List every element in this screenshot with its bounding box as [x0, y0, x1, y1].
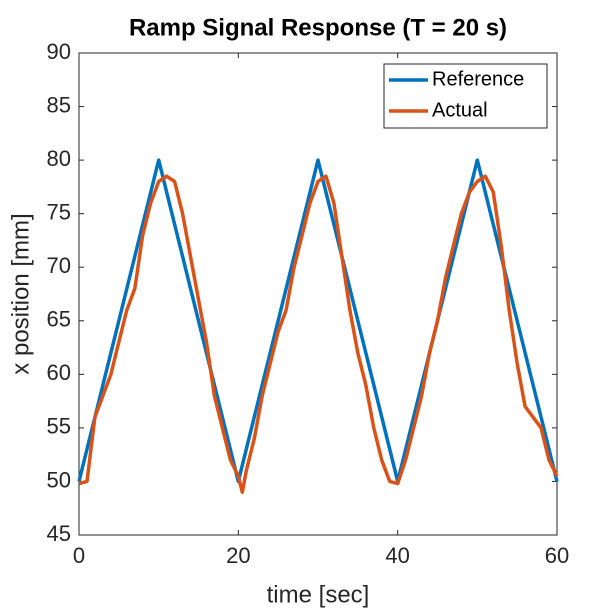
y-tick-label: 50 [47, 467, 71, 492]
x-axis-label: time [sec] [267, 581, 370, 608]
y-tick-label: 75 [47, 199, 71, 224]
legend-label: Actual [432, 99, 488, 121]
data-line [77, 158, 559, 484]
y-tick-label: 80 [47, 146, 71, 171]
y-tick-label: 55 [47, 414, 71, 439]
y-tick-label: 90 [47, 39, 71, 64]
y-tick-label: 45 [47, 521, 71, 546]
y-tick-label: 60 [47, 360, 71, 385]
y-tick-label: 70 [47, 253, 71, 278]
data-line [78, 174, 559, 494]
y-axis-label: x position [mm] [7, 213, 34, 374]
legend-label: Reference [432, 68, 524, 90]
plot-area [78, 52, 558, 536]
x-tick-label: 0 [73, 543, 85, 568]
x-tick-label: 60 [545, 543, 569, 568]
y-tick-label: 85 [47, 92, 71, 117]
x-tick-label: 40 [385, 543, 409, 568]
chart-title: Ramp Signal Response (T = 20 s) [129, 14, 507, 41]
y-tick-label: 65 [47, 307, 71, 332]
legend-box [383, 63, 548, 129]
x-tick-label: 20 [226, 543, 250, 568]
